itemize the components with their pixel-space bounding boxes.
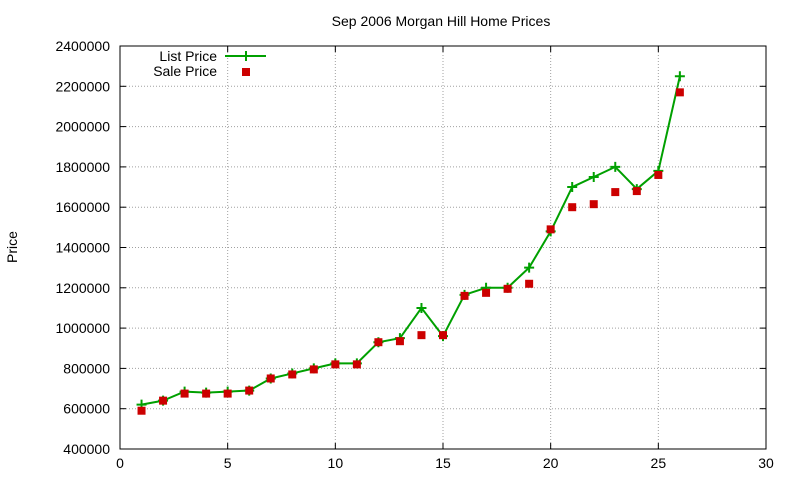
sale-price-point (159, 396, 168, 405)
x-tick-label: 30 (758, 455, 774, 471)
x-tick-label: 5 (224, 455, 232, 471)
list-price-point (524, 262, 535, 273)
sale-price-point (352, 360, 361, 369)
y-tick-label: 1400000 (55, 240, 110, 256)
list-price-point (674, 71, 685, 82)
sale-price-point (439, 331, 447, 340)
sale-price-point (395, 337, 404, 346)
sale-price-point (417, 331, 426, 340)
sale-price-point (331, 360, 340, 369)
x-tick-label: 0 (116, 455, 124, 471)
y-tick-label: 400000 (63, 441, 110, 457)
sale-price-point (503, 284, 512, 293)
y-tick-label: 1800000 (55, 159, 110, 175)
legend: List Price Sale Price (153, 48, 266, 79)
sale-price-point (202, 389, 211, 398)
sale-price-point (309, 365, 318, 374)
list-price-point (567, 182, 578, 193)
y-tick-label: 2200000 (55, 78, 110, 94)
y-tick-label: 2000000 (55, 119, 110, 135)
legend-marker-list-price (241, 51, 251, 61)
sale-price-point (245, 386, 254, 395)
sale-price-point (482, 288, 491, 297)
legend-label-list-price: List Price (159, 48, 217, 64)
legend-marker-sale-price (242, 68, 250, 76)
sale-price-point (374, 338, 383, 347)
list-price-point (416, 302, 427, 313)
chart-title: Sep 2006 Morgan Hill Home Prices (332, 13, 551, 29)
y-tick-label: 1600000 (55, 199, 110, 215)
sale-price-point (525, 279, 534, 288)
axis-ticks: 0 5 10 15 20 25 30 400000 600000 800000 1000000 120… (55, 38, 774, 471)
sale-price-point (546, 225, 555, 234)
y-tick-label: 1200000 (55, 280, 110, 296)
sale-price-point (180, 389, 189, 398)
x-tick-label: 10 (328, 455, 344, 471)
y-tick-label: 800000 (63, 360, 110, 376)
sale-price-point (460, 291, 469, 300)
sale-price-point (568, 203, 577, 212)
sale-price-point (654, 170, 663, 179)
list-price-point (610, 161, 621, 172)
y-tick-label: 1000000 (55, 320, 110, 336)
plot-data (136, 71, 685, 415)
sale-price-point (288, 370, 297, 379)
series-line-list-price (141, 75, 681, 406)
sale-price-point (632, 187, 641, 196)
list-price-point (588, 171, 599, 182)
y-tick-label: 2400000 (55, 38, 110, 54)
x-tick-label: 25 (651, 455, 667, 471)
sale-price-point (589, 200, 598, 209)
sale-price-point (675, 88, 684, 97)
plot-border (119, 45, 767, 450)
y-tick-label: 600000 (63, 401, 110, 417)
sale-price-point (266, 374, 275, 383)
y-axis-title: Price (4, 231, 20, 263)
grid-lines (120, 46, 766, 449)
x-tick-label: 20 (543, 455, 559, 471)
sale-price-point (137, 406, 146, 415)
legend-label-sale-price: Sale Price (153, 63, 217, 79)
x-tick-label: 15 (435, 455, 451, 471)
sale-price-point (223, 389, 232, 398)
sale-price-point (611, 188, 620, 197)
